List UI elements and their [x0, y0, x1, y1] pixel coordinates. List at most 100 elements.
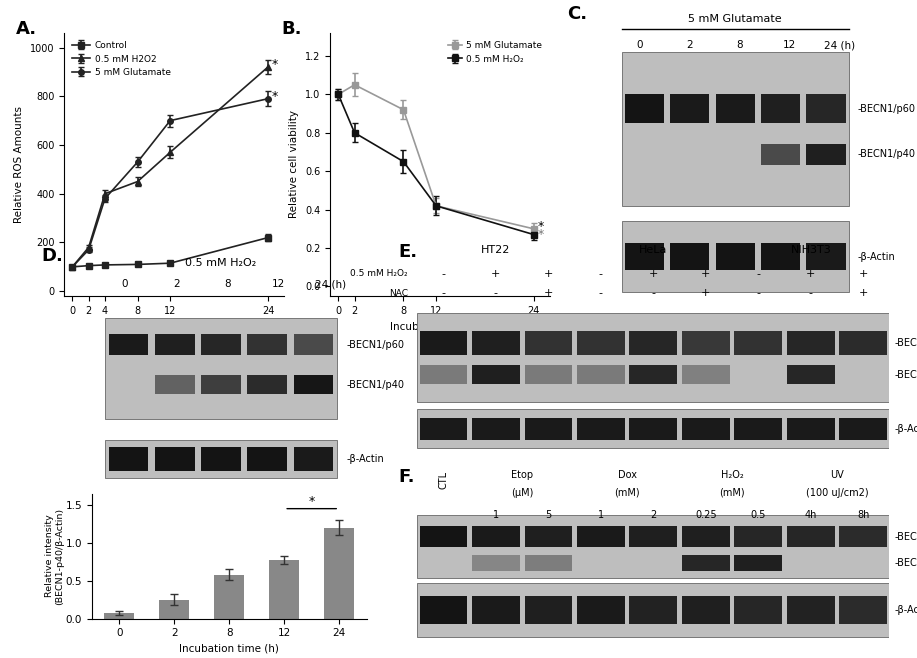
Bar	[160, 599, 190, 619]
Text: NIH3T3: NIH3T3	[790, 245, 831, 255]
Bar	[420, 365, 468, 384]
Bar	[525, 331, 572, 355]
Text: C.: C.	[568, 5, 588, 23]
Text: Dox: Dox	[618, 470, 636, 480]
Bar	[293, 334, 334, 355]
Text: -BECN1/p60: -BECN1/p60	[894, 338, 917, 348]
Text: 12: 12	[272, 280, 285, 290]
Bar	[525, 595, 572, 624]
Text: -: -	[599, 288, 602, 298]
Bar	[105, 440, 337, 478]
Text: Etop: Etop	[511, 470, 534, 480]
Bar	[105, 318, 337, 419]
Bar	[761, 93, 801, 124]
Bar	[577, 331, 624, 355]
Text: (mM): (mM)	[719, 488, 745, 498]
Bar	[525, 365, 572, 384]
Bar	[417, 515, 889, 578]
Text: +: +	[648, 269, 658, 279]
Bar	[293, 447, 334, 470]
Bar	[269, 560, 299, 619]
Text: (mM): (mM)	[614, 488, 640, 498]
Text: -BECN1/p60: -BECN1/p60	[894, 532, 917, 542]
Bar	[525, 555, 572, 571]
Bar	[293, 375, 334, 394]
Text: -BECN1/p40: -BECN1/p40	[347, 380, 404, 390]
Bar	[324, 528, 354, 619]
Text: 8: 8	[736, 41, 743, 51]
Bar	[839, 331, 887, 355]
Text: -BECN1/p40: -BECN1/p40	[857, 149, 916, 159]
Bar	[201, 334, 241, 355]
Y-axis label: Relative ROS Amounts: Relative ROS Amounts	[15, 106, 25, 223]
Text: (100 uJ/cm2): (100 uJ/cm2)	[806, 488, 868, 498]
Bar	[682, 418, 730, 440]
Bar	[682, 331, 730, 355]
Bar	[248, 334, 287, 355]
Text: -: -	[494, 288, 498, 298]
Bar	[839, 526, 887, 547]
Text: +: +	[492, 269, 501, 279]
Bar	[787, 595, 834, 624]
Bar	[472, 555, 520, 571]
Bar	[735, 331, 782, 355]
Bar	[624, 243, 664, 270]
X-axis label: Incubation time (h): Incubation time (h)	[391, 321, 490, 332]
Text: -: -	[757, 269, 760, 279]
Text: 4h: 4h	[804, 511, 817, 520]
Bar	[670, 93, 710, 124]
Text: *: *	[538, 228, 544, 241]
X-axis label: Incubation time (h): Incubation time (h)	[180, 644, 279, 654]
Text: -BECN1/p40: -BECN1/p40	[894, 559, 917, 569]
Text: HeLa: HeLa	[639, 245, 668, 255]
Bar	[248, 375, 287, 394]
Text: 1: 1	[598, 511, 604, 520]
Bar	[201, 375, 241, 394]
Bar	[472, 526, 520, 547]
Text: -β-Actin: -β-Actin	[347, 454, 384, 464]
Bar	[577, 365, 624, 384]
Bar	[670, 243, 710, 270]
Bar	[201, 447, 241, 470]
Bar	[155, 375, 194, 394]
Bar	[624, 93, 664, 124]
Bar	[420, 595, 468, 624]
Text: 0: 0	[121, 280, 128, 290]
Bar	[577, 418, 624, 440]
Bar	[806, 144, 845, 164]
Text: -β-Actin: -β-Actin	[894, 605, 917, 615]
Text: NAC: NAC	[389, 289, 408, 297]
Text: -: -	[651, 288, 656, 298]
Bar	[109, 334, 149, 355]
Text: HT22: HT22	[481, 245, 511, 255]
Bar	[761, 243, 801, 270]
Y-axis label: Relative cell viability: Relative cell viability	[290, 111, 300, 218]
Bar	[682, 555, 730, 571]
Bar	[629, 418, 678, 440]
Bar	[622, 221, 849, 292]
Bar	[420, 418, 468, 440]
Bar	[787, 418, 834, 440]
Bar	[806, 243, 845, 270]
Bar	[715, 243, 755, 270]
Text: -BECN1/p60: -BECN1/p60	[347, 340, 404, 349]
Text: E.: E.	[398, 243, 417, 261]
Legend: 5 mM Glutamate, 0.5 mM H₂O₂: 5 mM Glutamate, 0.5 mM H₂O₂	[445, 38, 546, 67]
Text: 12: 12	[783, 41, 796, 51]
Text: B.: B.	[282, 20, 303, 38]
Text: 2: 2	[650, 511, 657, 520]
Y-axis label: Relative intensity
(BECN1-p40/β-Actin): Relative intensity (BECN1-p40/β-Actin)	[45, 507, 64, 605]
Bar	[761, 144, 801, 164]
Bar	[420, 331, 468, 355]
Bar	[839, 418, 887, 440]
Bar	[525, 526, 572, 547]
Bar	[155, 447, 194, 470]
Text: *: *	[309, 495, 315, 508]
Text: 8: 8	[224, 280, 231, 290]
Text: +: +	[544, 269, 553, 279]
Legend: Control, 0.5 mM H2O2, 5 mM Glutamate: Control, 0.5 mM H2O2, 5 mM Glutamate	[69, 38, 174, 81]
Text: *: *	[538, 220, 544, 234]
Bar	[525, 418, 572, 440]
Text: UV: UV	[830, 470, 844, 480]
Text: 2: 2	[172, 280, 180, 290]
